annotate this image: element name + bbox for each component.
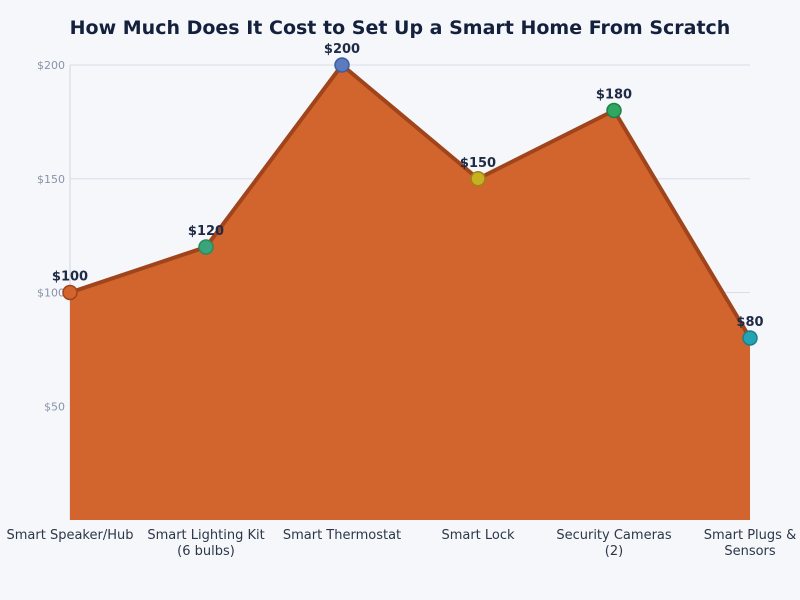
data-point[interactable] <box>470 171 486 187</box>
data-point[interactable] <box>606 102 622 119</box>
data-label: $150 <box>460 156 496 171</box>
x-tick-label: Security Cameras <box>556 528 672 543</box>
x-tick-label: (6 bulbs) <box>177 544 235 559</box>
data-point[interactable] <box>198 239 214 255</box>
y-tick-label: $150 <box>37 173 65 186</box>
chart-title: How Much Does It Cost to Set Up a Smart … <box>70 17 731 39</box>
markers: $100 $120 $200 $150 $180 $80 <box>52 42 764 346</box>
x-tick-label: (2) <box>605 544 623 559</box>
data-label: $80 <box>736 315 763 330</box>
x-axis: Smart Speaker/Hub Smart Lighting Kit(6 bu… <box>7 528 797 559</box>
x-tick-label: Smart Speaker/Hub <box>7 528 134 543</box>
x-tick-label: Smart Thermostat <box>283 528 401 543</box>
y-tick-label: $100 <box>37 287 65 300</box>
x-tick-label: Smart Lock <box>441 528 515 543</box>
data-label: $120 <box>188 224 224 239</box>
y-tick-label: $50 <box>44 400 65 413</box>
area-fill <box>70 65 750 520</box>
data-label: $100 <box>52 270 88 285</box>
data-point[interactable] <box>742 330 758 346</box>
data-label: $200 <box>324 42 360 57</box>
data-point[interactable] <box>334 57 350 73</box>
x-tick-label: Smart Lighting Kit <box>147 528 264 543</box>
x-tick-label: Sensors <box>724 544 776 559</box>
area-series <box>69 63 752 520</box>
x-tick-label: Smart Plugs & <box>704 528 796 543</box>
y-tick-label: $200 <box>37 59 65 72</box>
y-axis: $50 $100 $150 $200 <box>37 59 65 413</box>
series-line <box>69 63 752 340</box>
data-point[interactable] <box>62 284 78 301</box>
data-label: $180 <box>596 88 632 103</box>
